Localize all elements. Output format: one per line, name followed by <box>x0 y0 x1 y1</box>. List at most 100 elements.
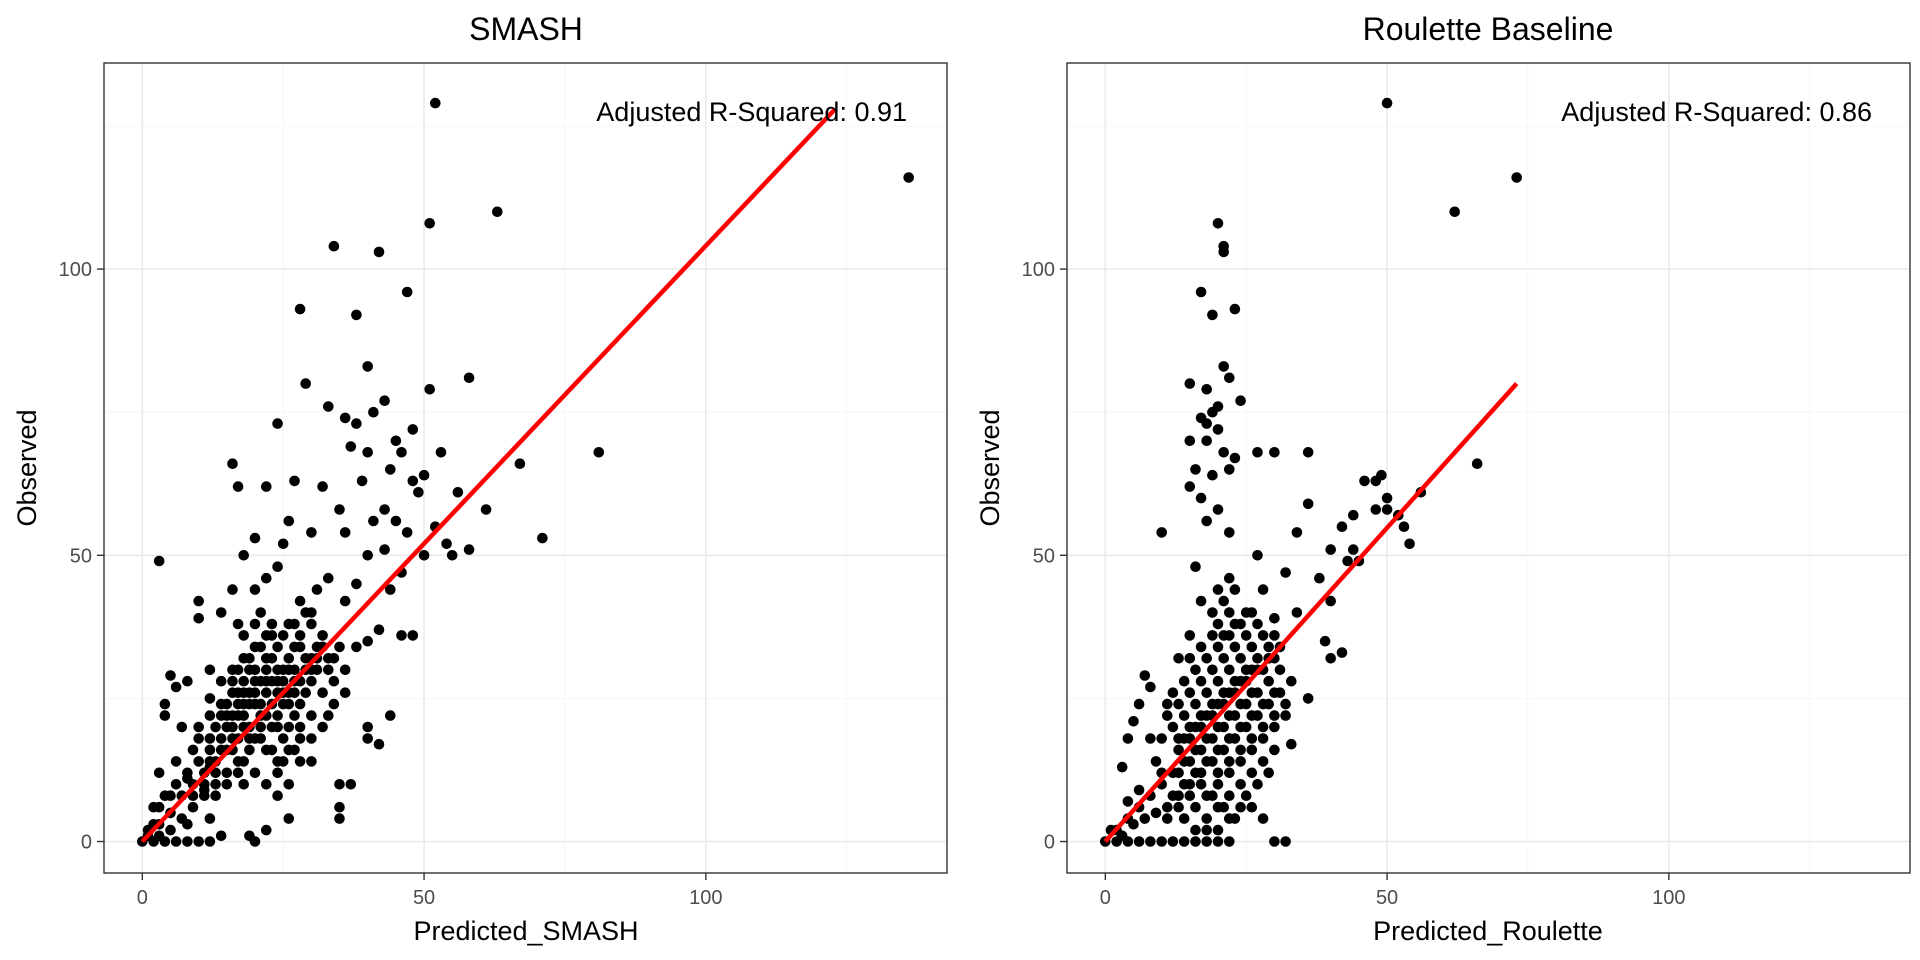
data-point <box>1269 687 1280 698</box>
data-point <box>1184 481 1196 492</box>
data-point <box>1178 710 1190 721</box>
data-point <box>1184 653 1196 664</box>
data-point <box>1229 584 1241 595</box>
data-point <box>1224 790 1235 801</box>
data-point <box>244 653 255 664</box>
data-point <box>306 756 317 767</box>
data-point <box>1224 464 1235 475</box>
data-point <box>1190 698 1201 710</box>
data-point <box>1156 836 1167 847</box>
data-point <box>294 721 306 733</box>
data-point <box>1269 744 1280 756</box>
data-point <box>221 710 233 721</box>
data-point <box>1195 641 1207 653</box>
panel-roulette-baseline: Roulette Baseline Predicted_Roulette Obs… <box>975 11 1911 946</box>
data-point <box>1167 687 1179 698</box>
data-point <box>306 733 317 744</box>
data-point <box>1201 515 1212 527</box>
data-point <box>1229 618 1241 630</box>
data-point <box>1240 664 1252 676</box>
data-point <box>1190 824 1201 836</box>
data-point <box>193 595 204 607</box>
data-point <box>1471 458 1483 470</box>
data-point <box>1224 710 1235 721</box>
y-axis-label: Observed <box>12 409 42 526</box>
data-point <box>204 710 216 721</box>
data-point <box>306 710 317 721</box>
data-point <box>193 613 204 624</box>
data-point <box>1190 464 1201 475</box>
data-point <box>210 721 221 733</box>
data-point <box>317 687 328 698</box>
data-point <box>221 767 233 779</box>
data-point <box>159 698 171 710</box>
data-point <box>187 744 199 756</box>
data-point <box>424 384 436 395</box>
data-point <box>1201 836 1212 847</box>
axis-ticks: 0 50 100 0 50 100 <box>59 259 723 909</box>
data-point <box>339 412 351 424</box>
data-point <box>300 687 312 698</box>
y-axis-label: Observed <box>975 409 1005 526</box>
data-point <box>1201 813 1212 824</box>
data-point <box>289 744 300 756</box>
x-tick-label: 100 <box>689 887 722 909</box>
panel-border <box>1066 62 1911 874</box>
data-point <box>1145 681 1156 693</box>
data-point <box>1235 756 1246 767</box>
data-point <box>323 664 334 676</box>
data-point <box>1195 779 1207 790</box>
data-point <box>306 675 317 687</box>
data-point <box>334 641 345 653</box>
data-point <box>1178 813 1190 824</box>
data-point <box>1201 756 1212 767</box>
data-point <box>1325 544 1336 555</box>
data-point <box>1195 710 1207 721</box>
data-point <box>1195 675 1207 687</box>
data-point <box>272 790 283 801</box>
data-point <box>1207 607 1218 618</box>
data-point <box>373 624 385 635</box>
data-point <box>903 172 914 183</box>
data-point <box>232 767 244 779</box>
data-point <box>300 653 312 664</box>
data-point <box>289 664 300 676</box>
data-point <box>294 630 306 641</box>
data-point <box>277 733 289 744</box>
data-point <box>1291 527 1303 538</box>
data-point <box>1133 784 1145 796</box>
data-point <box>1224 372 1235 384</box>
data-point <box>401 286 413 298</box>
data-point <box>1246 767 1258 779</box>
data-point <box>1381 492 1393 504</box>
data-point <box>255 733 266 744</box>
data-point <box>1218 361 1229 372</box>
data-point <box>334 779 345 790</box>
data-point <box>1150 807 1162 819</box>
data-point <box>215 830 227 842</box>
data-point <box>255 721 266 733</box>
data-point <box>1240 630 1252 641</box>
data-point <box>227 721 238 733</box>
data-point <box>379 504 390 515</box>
data-point <box>238 550 249 561</box>
data-point <box>1184 378 1196 389</box>
data-point <box>1224 733 1235 744</box>
data-point <box>1190 767 1201 779</box>
panel-border <box>103 62 948 874</box>
data-point <box>323 572 334 584</box>
data-point <box>452 487 464 498</box>
data-point <box>1224 767 1235 779</box>
data-point <box>294 756 306 767</box>
data-point <box>1184 721 1196 733</box>
data-point <box>170 779 182 790</box>
data-point <box>238 675 249 687</box>
data-point <box>1224 572 1235 584</box>
points-layer <box>1100 97 1522 847</box>
data-point <box>1246 744 1258 756</box>
data-point <box>1201 824 1212 836</box>
y-tick-label: 100 <box>1022 259 1055 281</box>
data-point <box>261 653 272 664</box>
data-point <box>1122 733 1134 744</box>
